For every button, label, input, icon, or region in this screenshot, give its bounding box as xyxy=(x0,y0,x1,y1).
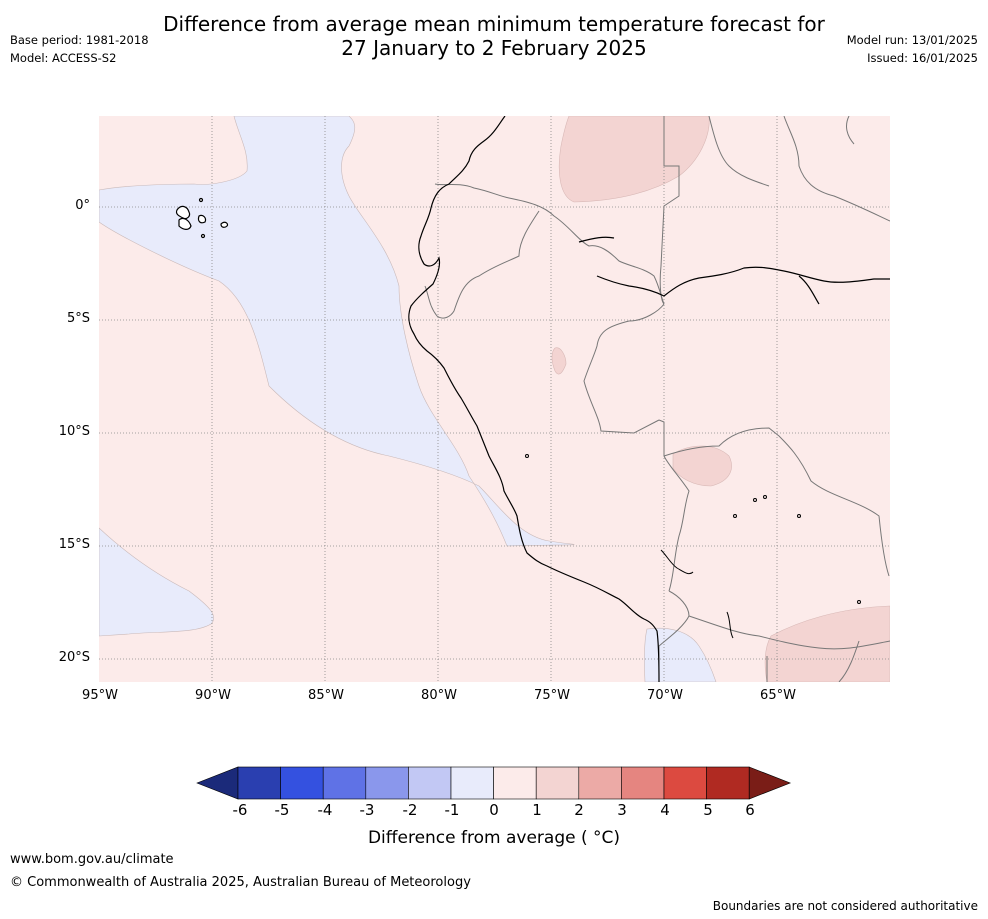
colorbar-segment xyxy=(663,766,707,800)
colorbar xyxy=(196,766,792,800)
lat-label-15s: 15°S xyxy=(58,537,90,552)
title-line-2: 27 January to 2 February 2025 xyxy=(341,36,647,60)
colorbar-segment xyxy=(493,766,537,800)
lat-label-20s: 20°S xyxy=(58,650,90,665)
lat-label-5s: 5°S xyxy=(66,311,90,326)
lon-label-65w: 65°W xyxy=(760,688,796,703)
colorbar-tick: 3 xyxy=(617,801,627,819)
colorbar-segment xyxy=(408,766,452,800)
colorbar-segment xyxy=(237,766,281,800)
lon-label-70w: 70°W xyxy=(647,688,683,703)
colorbar-tick: 6 xyxy=(745,801,755,819)
colorbar-tick: 0 xyxy=(489,801,499,819)
map-graticule xyxy=(99,116,890,682)
colorbar-extend-low xyxy=(196,766,239,800)
lon-label-75w: 75°W xyxy=(534,688,570,703)
base-period: Base period: 1981-2018 xyxy=(10,33,149,47)
cool-anomaly-region-offshore xyxy=(99,116,575,547)
galapagos-islands xyxy=(175,197,229,239)
colorbar-segment xyxy=(365,766,409,800)
boundary-disclaimer: Boundaries are not considered authoritat… xyxy=(712,899,978,913)
colorbar-segment xyxy=(280,766,324,800)
issued-date: Issued: 16/01/2025 xyxy=(867,51,978,65)
colorbar-tick: 4 xyxy=(660,801,670,819)
source-url: www.bom.gov.au/climate xyxy=(10,852,174,867)
colorbar-tick: -6 xyxy=(232,801,248,819)
warm-anomaly-region-central xyxy=(672,445,732,487)
colorbar-tick: 1 xyxy=(532,801,542,819)
colorbar-segment xyxy=(535,766,580,800)
model-name: Model: ACCESS-S2 xyxy=(10,51,117,65)
colorbar-tick: -2 xyxy=(402,801,418,819)
title-line-1: Difference from average mean minimum tem… xyxy=(163,12,825,36)
anomaly-map xyxy=(99,116,890,682)
colorbar-segment xyxy=(450,766,494,800)
colorbar-tick: -5 xyxy=(274,801,290,819)
cool-anomaly-region-west xyxy=(99,527,215,637)
copyright-text: © Commonwealth of Australia 2025, Austra… xyxy=(10,875,471,890)
colorbar-segment xyxy=(322,766,367,800)
colorbar-extend-high xyxy=(748,766,792,800)
lon-label-90w: 90°W xyxy=(195,688,231,703)
colorbar-label: Difference from average ( °C) xyxy=(367,828,621,848)
colorbar-segment xyxy=(706,766,750,800)
colorbar-tick: 5 xyxy=(703,801,713,819)
warm-anomaly-region-patch xyxy=(551,347,567,375)
lon-label-80w: 80°W xyxy=(421,688,457,703)
colorbar-tick: -1 xyxy=(444,801,460,819)
map-title: Difference from average mean minimum tem… xyxy=(0,12,988,60)
country-borders xyxy=(424,116,890,682)
lon-label-85w: 85°W xyxy=(308,688,344,703)
colorbar-tick: -3 xyxy=(359,801,375,819)
coastline xyxy=(408,116,890,682)
lat-label-10s: 10°S xyxy=(58,424,90,439)
warm-anomaly-region-southeast xyxy=(764,605,890,682)
colorbar-segment xyxy=(578,766,622,800)
lake-islands xyxy=(525,454,861,639)
colorbar-tick: -4 xyxy=(317,801,333,819)
cool-anomaly-region-south xyxy=(644,627,717,682)
warm-anomaly-region-north xyxy=(558,116,710,203)
model-run: Model run: 13/01/2025 xyxy=(846,33,978,47)
lat-label-0: 0° xyxy=(75,198,90,213)
lon-label-95w: 95°W xyxy=(82,688,118,703)
colorbar-tick: 2 xyxy=(574,801,584,819)
colorbar-segment xyxy=(621,766,665,800)
